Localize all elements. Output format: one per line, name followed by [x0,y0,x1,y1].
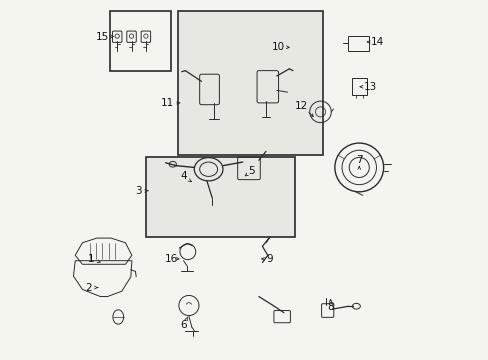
Bar [178,12,323,155]
Text: 3: 3 [135,186,142,196]
Text: 12: 12 [295,102,308,112]
Text: 15: 15 [96,32,109,41]
Text: 9: 9 [266,254,272,264]
Text: 8: 8 [326,302,333,312]
Text: 13: 13 [363,82,376,92]
Text: 1: 1 [87,254,94,264]
Text: 6: 6 [180,320,186,330]
Text: 14: 14 [370,37,383,47]
Text: 16: 16 [164,254,177,264]
Text: 4: 4 [180,171,186,181]
Text: 7: 7 [355,155,362,165]
Text: 5: 5 [248,166,254,176]
Text: 2: 2 [85,283,92,293]
Bar [110,12,171,71]
Text: 11: 11 [161,98,174,108]
Bar [145,157,294,237]
Text: 10: 10 [271,42,285,52]
